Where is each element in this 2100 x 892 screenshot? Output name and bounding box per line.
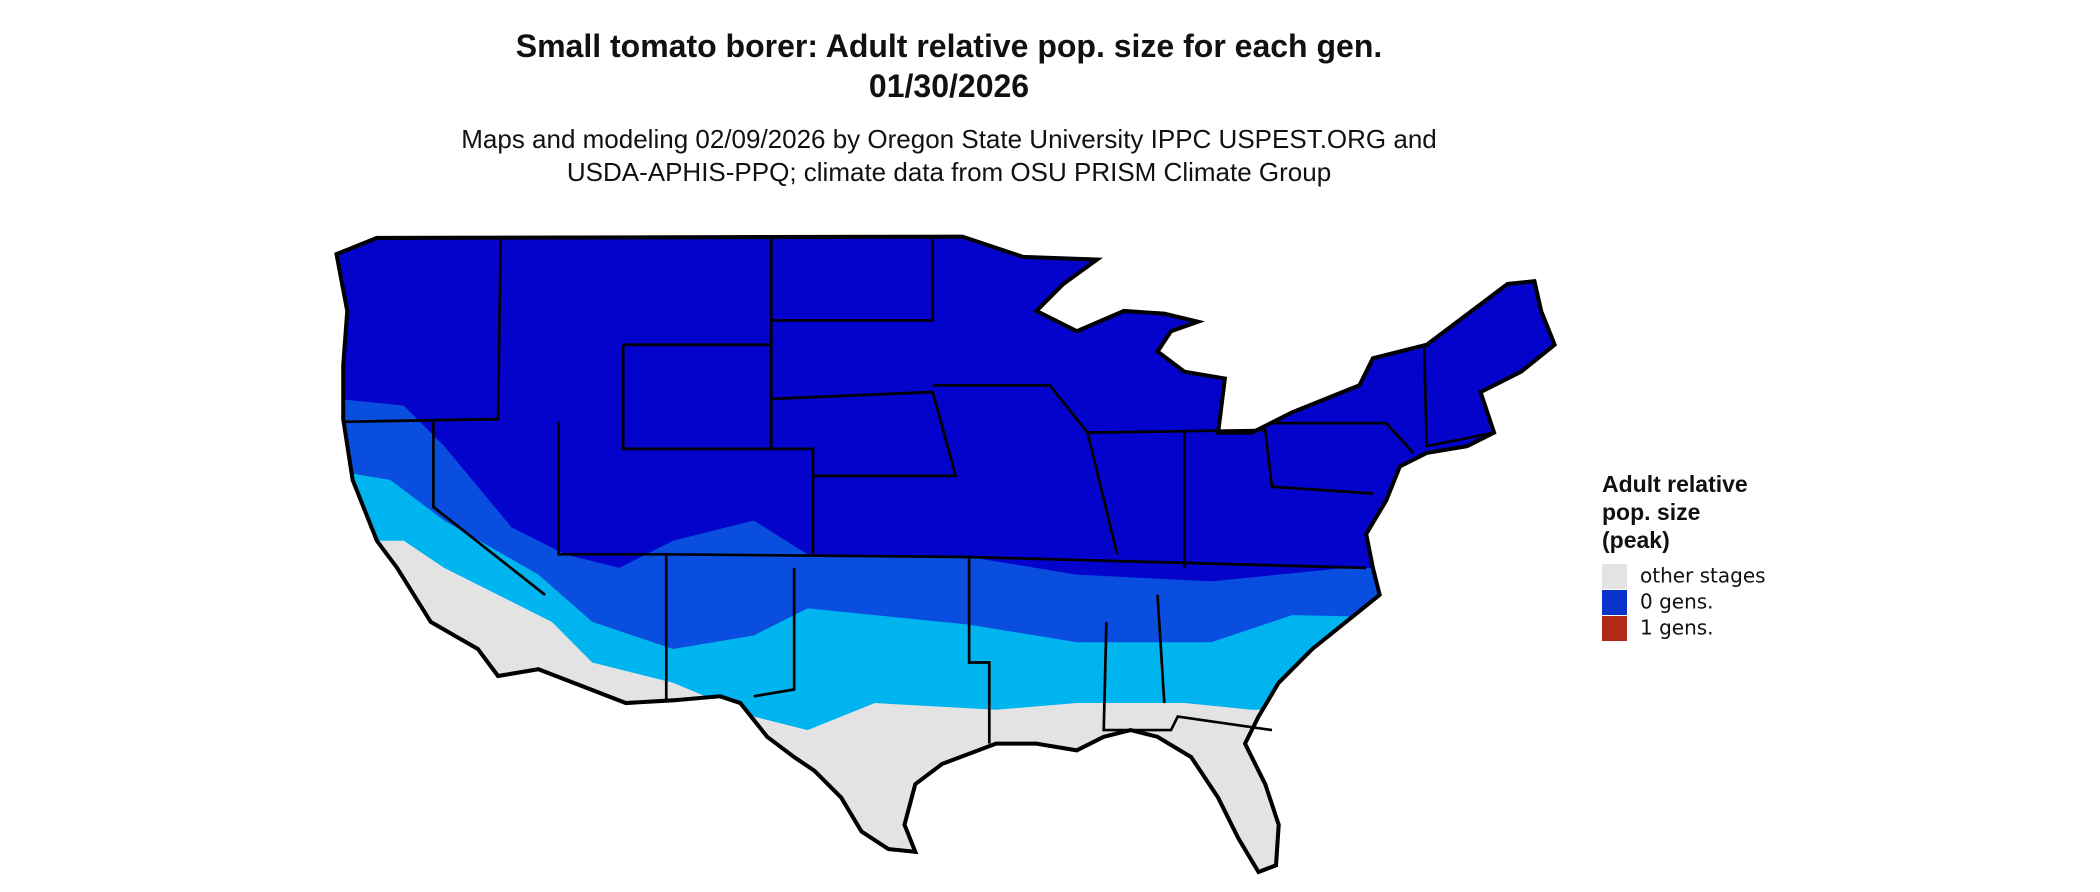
legend-swatch — [1602, 590, 1627, 615]
subtitle: USDA-APHIS-PPQ; climate data from OSU PR… — [567, 157, 1331, 187]
title-date: 01/30/2026 — [869, 68, 1029, 104]
legend: Adult relative pop. size (peak) other st… — [1602, 471, 1766, 641]
subtitle: Maps and modeling 02/09/2026 by Oregon S… — [461, 124, 1437, 154]
legend-label: 0 gens. — [1640, 590, 1714, 614]
legend-swatch — [1602, 616, 1627, 641]
legend-title: (peak) — [1602, 527, 1670, 553]
legend-label: 1 gens. — [1640, 616, 1714, 640]
legend-title: Adult relative — [1602, 471, 1748, 497]
legend-label: other stages — [1640, 564, 1766, 588]
map — [269, 203, 1615, 892]
title: Small tomato borer: Adult relative pop. … — [516, 28, 1383, 64]
legend-swatch — [1602, 564, 1627, 589]
legend-title: pop. size — [1602, 499, 1700, 525]
